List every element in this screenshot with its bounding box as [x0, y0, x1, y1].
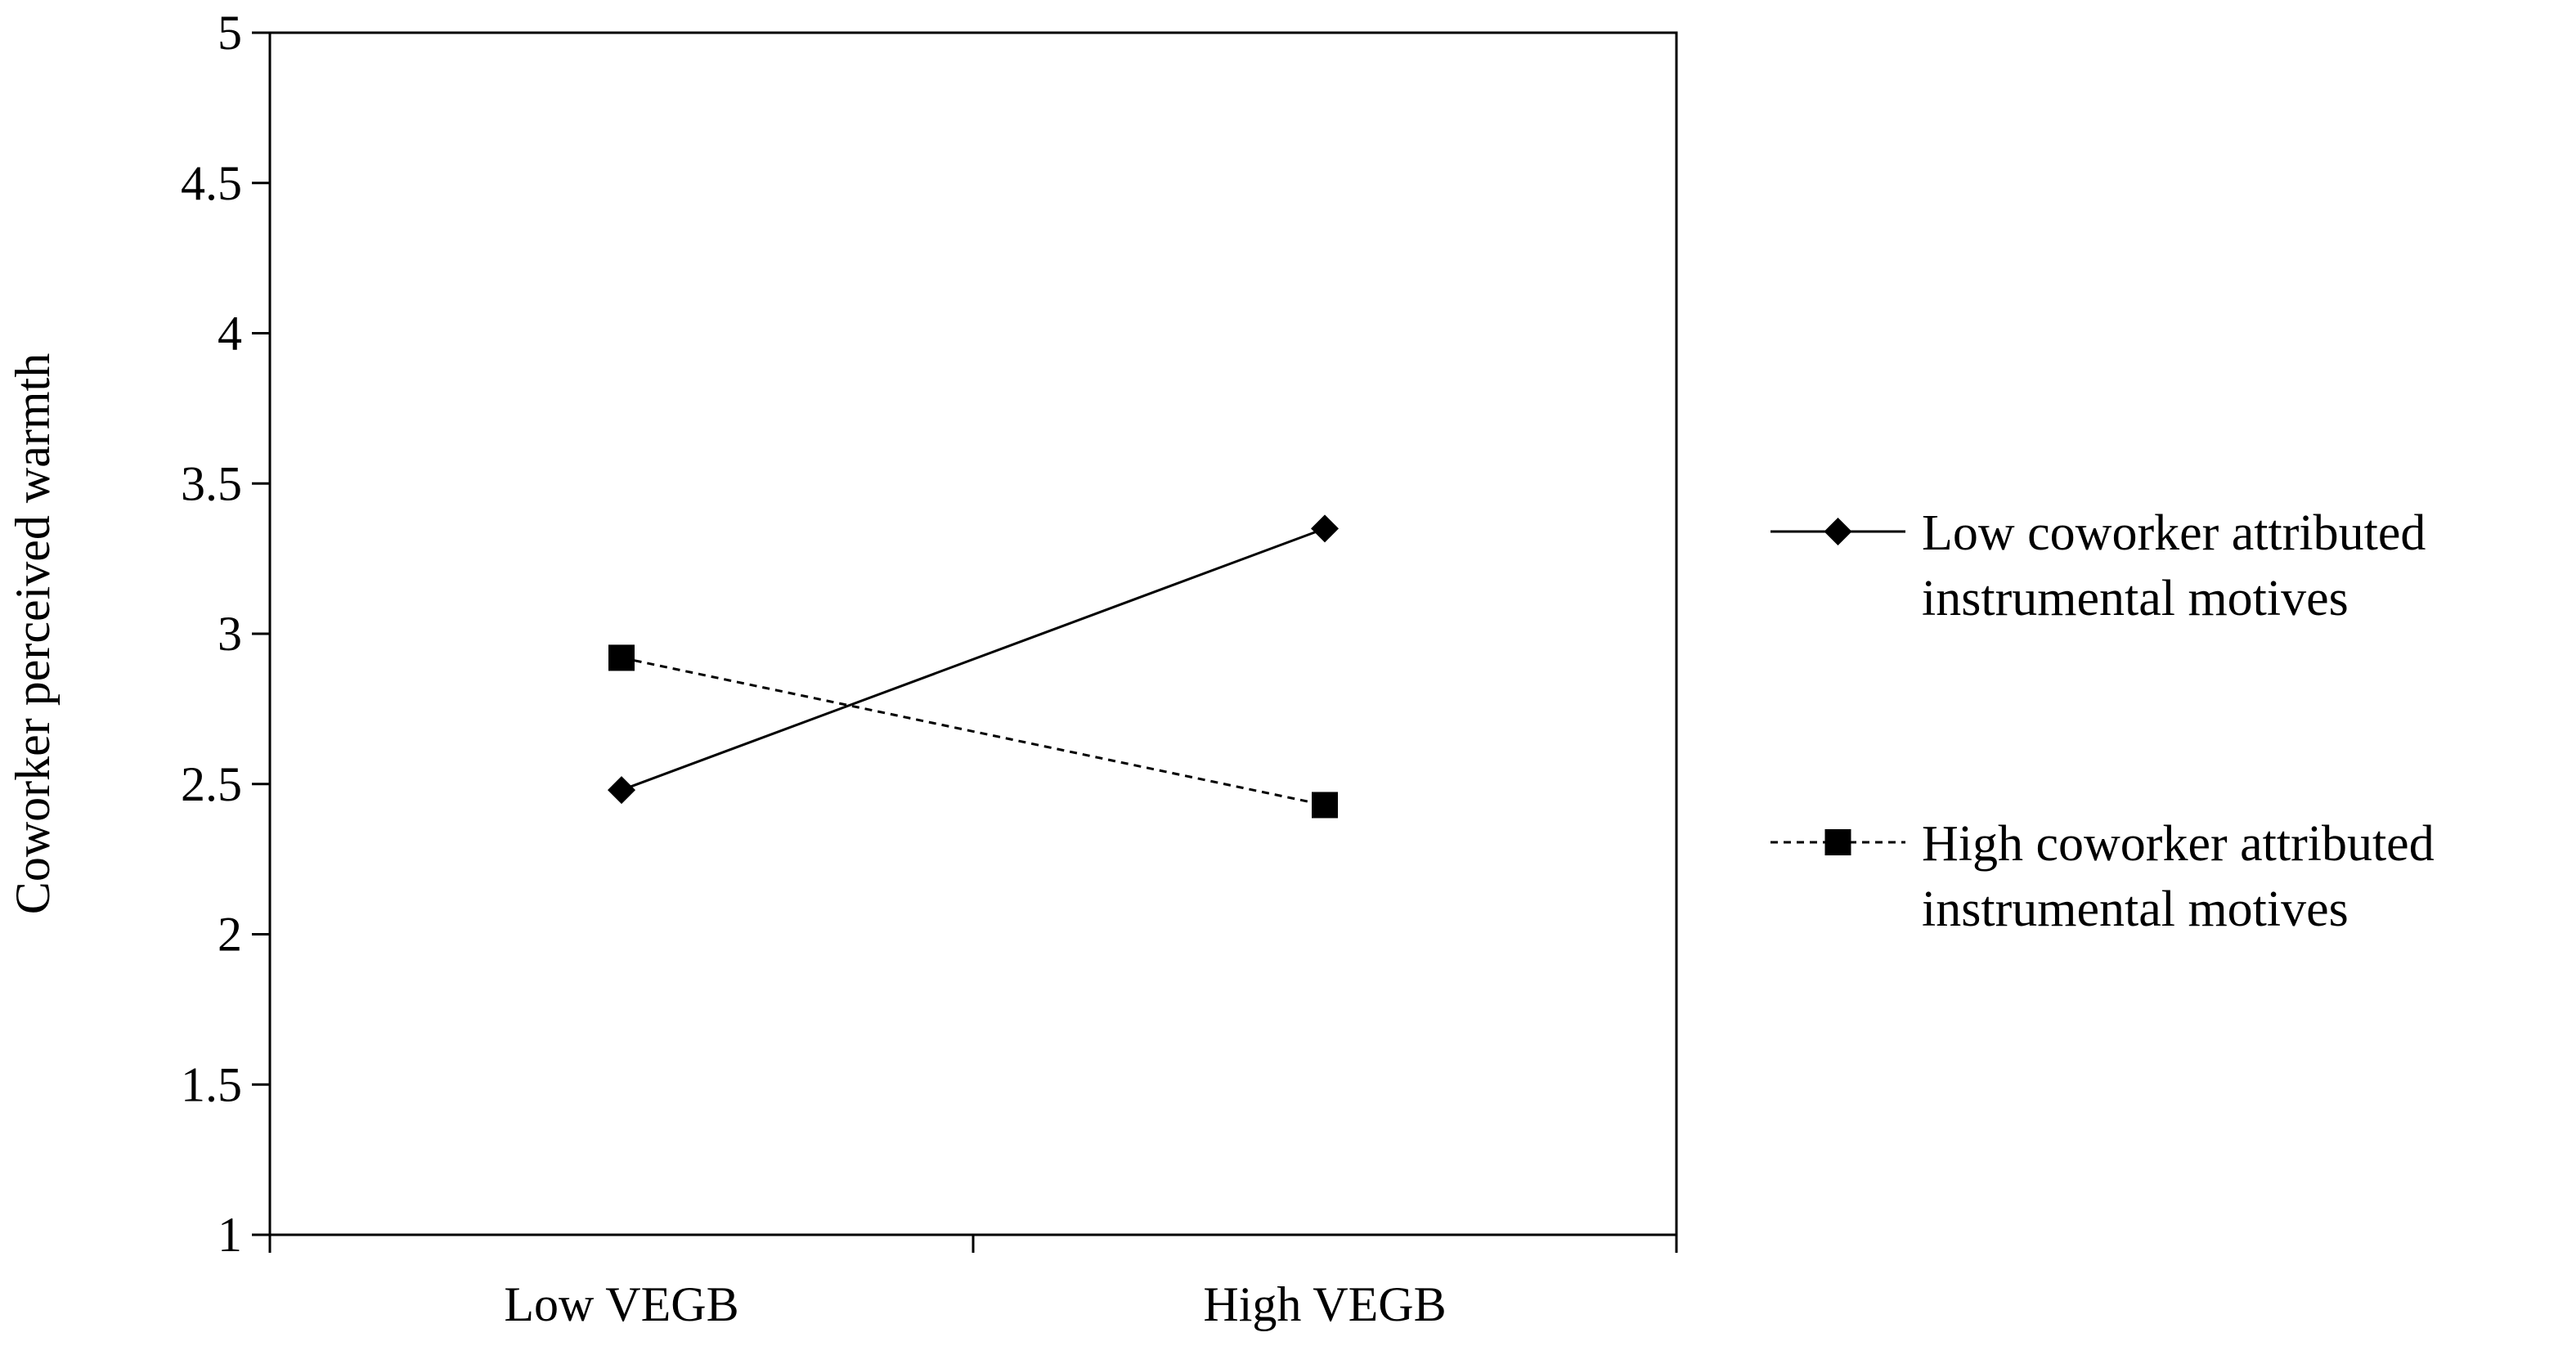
y-tick-label: 2: [218, 908, 242, 962]
y-tick-label: 5: [218, 6, 242, 60]
data-point-diamond: [1311, 514, 1339, 543]
y-tick-label: 4: [218, 307, 242, 361]
y-tick-label: 3: [218, 607, 242, 661]
plot-area: [268, 31, 1678, 1236]
data-point-diamond: [1824, 518, 1852, 545]
y-tick-label: 1: [218, 1208, 242, 1262]
data-point-square: [1312, 792, 1338, 819]
y-tick-label: 3.5: [181, 456, 242, 510]
legend: Low coworker attributed instrumental moti…: [1770, 505, 2435, 937]
x-axis-ticks: Low VEGB High VEGB: [268, 1235, 1678, 1331]
data-point-square: [1824, 829, 1851, 855]
series-line-low-motives: [621, 527, 1326, 792]
legend-label: instrumental motives: [1922, 882, 2349, 937]
y-tick-label: 2.5: [181, 757, 242, 811]
legend-label: Low coworker attributed: [1922, 505, 2426, 561]
data-point-square: [608, 644, 635, 671]
series-line-high-motives: [621, 656, 1326, 806]
x-tick-label: Low VEGB: [504, 1277, 738, 1331]
y-tick-label: 4.5: [181, 156, 242, 210]
y-axis-ticks: 1 1.5 2 2.5 3 3.5 4 4.5 5: [181, 6, 270, 1262]
legend-label: High coworker attributed: [1922, 816, 2435, 872]
data-point-diamond: [608, 776, 635, 805]
legend-label: instrumental motives: [1922, 571, 2349, 626]
x-tick-label: High VEGB: [1203, 1277, 1446, 1331]
y-tick-label: 1.5: [181, 1057, 242, 1111]
series-layer: [608, 514, 1339, 819]
y-axis-label: Coworker perceived warmth: [6, 353, 60, 914]
